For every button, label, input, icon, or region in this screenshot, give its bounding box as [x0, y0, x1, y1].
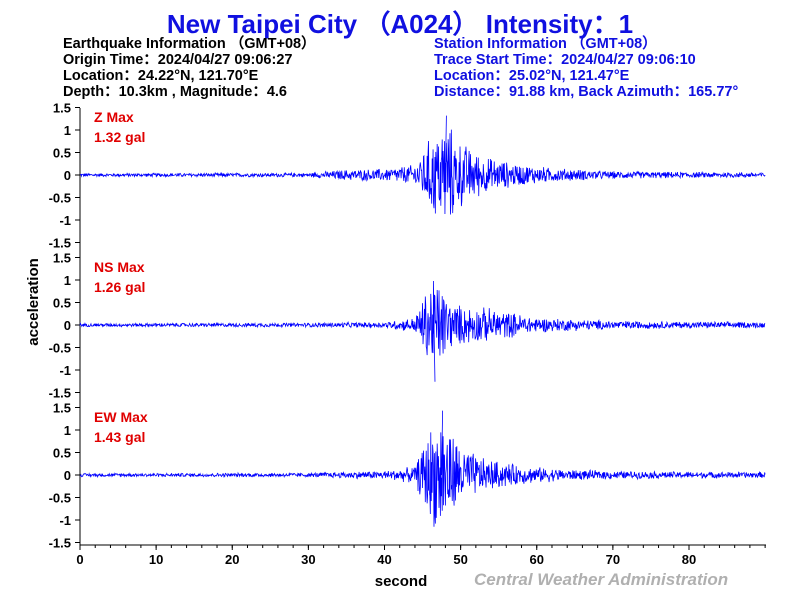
y-tick-label: -1.5 [49, 536, 71, 551]
x-tick-label: 80 [682, 552, 696, 567]
x-tick-label: 50 [453, 552, 467, 567]
x-tick-label: 70 [606, 552, 620, 567]
y-tick-label: 1.5 [53, 401, 71, 416]
agency-credit: Central Weather Administration [474, 570, 729, 589]
epicenter-location: Location：24.22°N, 121.70°E [63, 68, 259, 84]
y-tick-label: -0.5 [49, 341, 71, 356]
y-tick-label: -1.5 [49, 386, 71, 401]
x-axis-label: second [375, 573, 428, 590]
station-info: Station Information （GMT+08） Trace Start… [434, 36, 738, 100]
trace-start-time: Trace Start Time：2024/04/27 09:06:10 [434, 52, 696, 68]
max-value-label: 1.32 gal [94, 129, 145, 145]
max-value-label: 1.26 gal [94, 279, 145, 295]
depth-magnitude: Depth：10.3km , Magnitude：4.6 [63, 84, 287, 100]
max-value-label: 1.43 gal [94, 429, 145, 445]
y-tick-label: 0.5 [53, 296, 71, 311]
component-label: EW Max [94, 409, 148, 425]
y-tick-label: -0.5 [49, 191, 71, 206]
y-axis-label: acceleration [25, 258, 42, 346]
earthquake-heading: Earthquake Information （GMT+08） [63, 36, 316, 52]
x-tick-label: 40 [377, 552, 391, 567]
y-tick-label: 1 [64, 273, 71, 288]
waveform-ns [79, 280, 766, 382]
y-tick-label: 0.5 [53, 446, 71, 461]
y-tick-label: 0 [64, 468, 71, 483]
y-tick-label: 1 [64, 423, 71, 438]
y-tick-label: 0 [64, 168, 71, 183]
x-tick-label: 60 [530, 552, 544, 567]
x-tick-label: 20 [225, 552, 239, 567]
station-location: Location：25.02°N, 121.47°E [434, 68, 630, 84]
y-tick-label: -1 [59, 363, 71, 378]
component-label: NS Max [94, 259, 145, 275]
y-tick-label: -1.5 [49, 236, 71, 251]
x-tick-label: 10 [149, 552, 163, 567]
y-tick-label: -1 [59, 213, 71, 228]
y-tick-label: 1.5 [53, 251, 71, 266]
station-heading: Station Information （GMT+08） [434, 36, 657, 52]
waveform-z [79, 115, 766, 215]
y-tick-label: 0 [64, 318, 71, 333]
y-tick-label: -1 [59, 513, 71, 528]
y-tick-label: -0.5 [49, 491, 71, 506]
x-tick-label: 30 [301, 552, 315, 567]
chart-title: New Taipei City （A024） Intensity：1 [166, 9, 634, 39]
origin-time: Origin Time：2024/04/27 09:06:27 [63, 52, 293, 68]
component-label: Z Max [94, 109, 134, 125]
y-tick-label: 1.5 [53, 101, 71, 116]
y-tick-label: 0.5 [53, 146, 71, 161]
x-tick-label: 0 [76, 552, 83, 567]
waveform-ew [79, 410, 766, 527]
distance-azimuth: Distance：91.88 km, Back Azimuth：165.77° [434, 84, 739, 100]
earthquake-info: Earthquake Information （GMT+08） Origin T… [63, 36, 316, 100]
y-tick-label: 1 [64, 123, 71, 138]
